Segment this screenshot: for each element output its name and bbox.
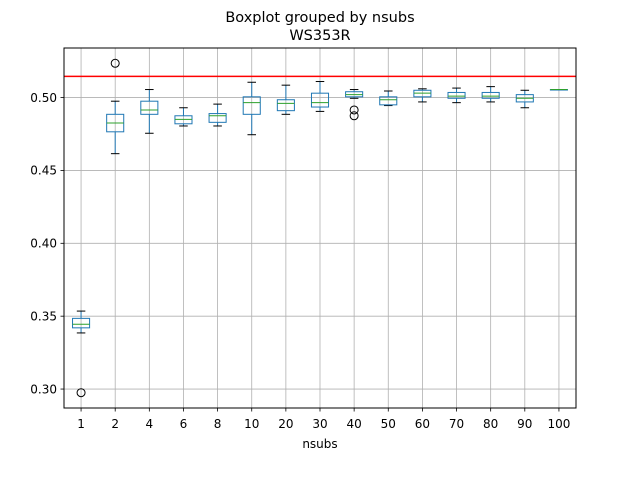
x-tick-label: 90	[517, 417, 532, 431]
box-90	[515, 89, 534, 109]
iqr-box	[208, 113, 227, 123]
y-tick-label: 0.50	[30, 91, 57, 105]
iqr-box	[276, 99, 295, 112]
outlier-point	[349, 111, 359, 121]
x-tick-label: 8	[214, 417, 222, 431]
chart-title: Boxplot grouped by nsubs	[225, 10, 414, 26]
iqr-box	[140, 100, 159, 115]
x-tick-label: 60	[415, 417, 430, 431]
x-tick-label: 6	[180, 417, 188, 431]
outlier-point	[110, 58, 120, 68]
box-30	[310, 81, 330, 112]
box-60	[413, 88, 432, 103]
box-50	[379, 90, 398, 107]
box-100	[549, 89, 568, 91]
box-6	[174, 107, 193, 127]
boxes-layer	[72, 58, 568, 398]
x-tick-label: 2	[111, 417, 119, 431]
x-tick-label: 50	[381, 417, 396, 431]
x-tick-label: 100	[547, 417, 570, 431]
box-8	[208, 103, 227, 127]
y-tick-label: 0.35	[30, 309, 57, 323]
y-axis: 0.30 0.35 0.40 0.45 0.50	[30, 91, 64, 396]
box-4	[140, 89, 159, 134]
x-tick-label: 30	[312, 417, 327, 431]
iqr-box	[379, 96, 398, 106]
outlier-point	[76, 388, 86, 398]
box-2	[106, 58, 125, 155]
y-tick-label: 0.30	[30, 382, 57, 396]
x-axis: 1 2 4 6 8 10 20 30 40 50 60 70 80 90 100	[77, 408, 570, 431]
box-1	[72, 310, 91, 398]
y-tick-label: 0.40	[30, 237, 57, 251]
iqr-box	[310, 92, 330, 108]
chart-subtitle: WS353R	[289, 28, 350, 44]
box-10	[242, 81, 261, 136]
x-tick-label: 80	[483, 417, 498, 431]
box-70	[447, 87, 466, 104]
box-20	[276, 84, 295, 115]
box-80	[481, 86, 500, 103]
iqr-box	[72, 317, 91, 329]
x-tick-label: 10	[244, 417, 259, 431]
x-tick-label: 20	[278, 417, 293, 431]
iqr-box	[447, 91, 466, 99]
box-40	[345, 89, 364, 121]
x-tick-label: 4	[146, 417, 154, 431]
y-tick-label: 0.45	[30, 164, 57, 178]
x-tick-label: 1	[77, 417, 85, 431]
x-tick-label: 40	[346, 417, 361, 431]
iqr-box	[481, 91, 500, 99]
x-tick-label: 70	[449, 417, 464, 431]
x-axis-label: nsubs	[302, 437, 337, 451]
iqr-box	[242, 96, 261, 115]
outlier-point	[349, 105, 359, 115]
